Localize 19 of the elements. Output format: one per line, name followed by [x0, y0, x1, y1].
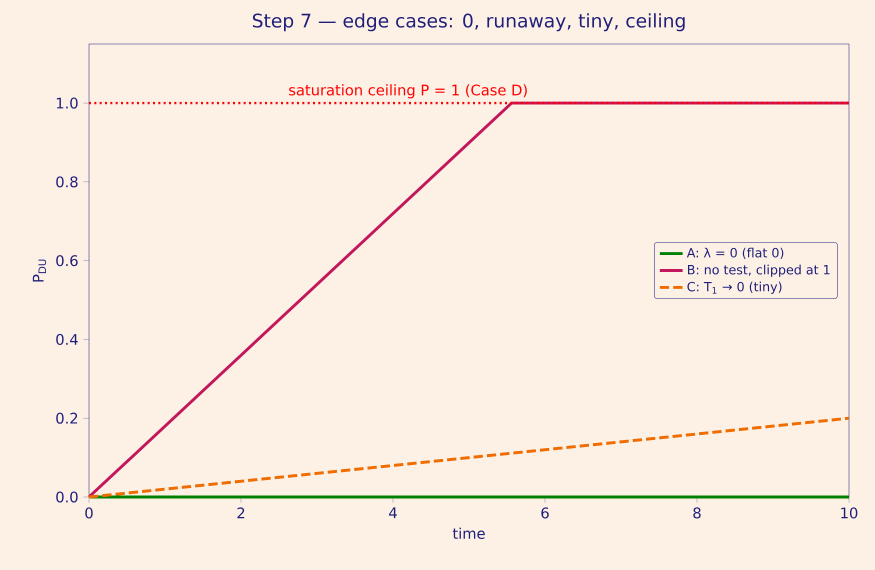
x-axis-title: time: [452, 528, 485, 539]
x-tick-label: 2: [237, 507, 244, 518]
y-tick-label: 1.0: [56, 98, 78, 109]
y-tick-label: 0.8: [56, 176, 78, 188]
legend-label: A: λ = 0 (flat 0): [686, 248, 784, 260]
y-tick-label: 0.6: [56, 255, 78, 266]
x-tick-label: 6: [541, 507, 549, 518]
x-tick-label: 4: [389, 507, 397, 518]
x-tick-label: 0: [85, 507, 93, 518]
y-tick-label: 0.4: [56, 334, 78, 345]
legend-label: B: no test, clipped at 1: [688, 264, 830, 277]
ref-line-label: saturation ceiling P = 1 (Case D): [289, 84, 527, 98]
y-tick-label: 0.2: [56, 412, 78, 424]
chart-title: Step 7 — edge cases: 0, runaway, tiny, ceiling: [252, 13, 685, 32]
y-axis-title: P$_{DU}$: [32, 260, 46, 282]
x-tick-label: 10: [841, 507, 858, 518]
y-tick-label: 0.0: [56, 491, 78, 503]
legend-label: C: T$_{1}$ → 0 (tiny): [687, 282, 782, 294]
x-tick-label: 8: [693, 507, 701, 518]
